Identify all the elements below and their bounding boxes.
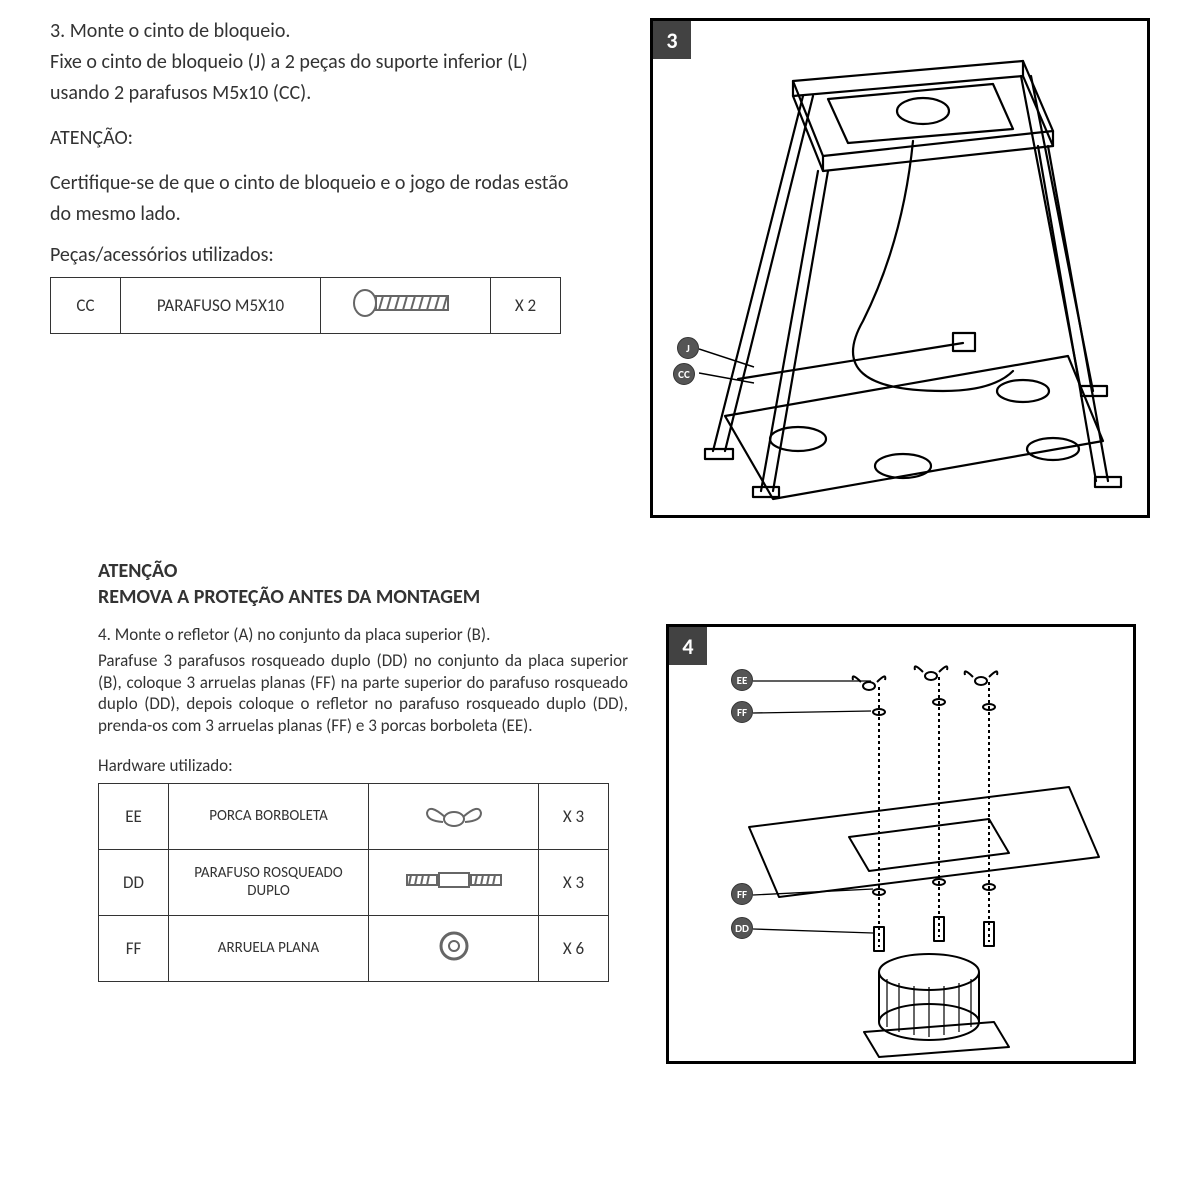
attention-text-2: do mesmo lado.	[50, 201, 620, 228]
figure-3: 3	[650, 18, 1150, 518]
table-row: EE PORCA BORBOLETA X 3	[99, 783, 609, 849]
wingnut-icon	[419, 799, 489, 829]
part-code: DD	[99, 849, 169, 915]
callout-j: J	[677, 337, 699, 359]
step-3-line-1: Fixe o cinto de bloqueio (J) a 2 peças d…	[50, 49, 620, 76]
reflector-diagram-icon	[669, 627, 1133, 1061]
step-4-figure-col: 4	[666, 624, 1136, 1064]
step-4-body: Parafuse 3 parafusos rosqueado duplo (DD…	[98, 650, 628, 737]
part-qty: X 6	[539, 915, 609, 981]
step-3-title: 3. Monte o cinto de bloqueio.	[50, 18, 620, 45]
part-image	[321, 278, 491, 334]
callout-leaders-icon	[699, 339, 769, 389]
parts-label: Peças/acessórios utilizados:	[50, 242, 620, 269]
warning-line-2: REMOVA A PROTEÇÃO ANTES DA MONTAGEM	[98, 584, 1150, 610]
step-4-text: 4. Monte o refletor (A) no conjunto da p…	[98, 624, 628, 1064]
figure-4: 4	[666, 624, 1136, 1064]
part-code: EE	[99, 783, 169, 849]
warning-line-1: ATENÇÃO	[98, 558, 1150, 584]
table-row: DD PARAFUSO ROSQUEADO DUPLO	[99, 849, 609, 915]
screw-icon	[351, 288, 461, 318]
table-row: FF ARRUELA PLANA X 6	[99, 915, 609, 981]
attention-text-1: Certifique-se de que o cinto de bloqueio…	[50, 170, 620, 197]
part-qty: X 3	[539, 849, 609, 915]
figure-number-badge: 3	[653, 21, 691, 59]
step-4-section: ATENÇÃO REMOVA A PROTEÇÃO ANTES DA MONTA…	[50, 558, 1150, 1064]
part-image	[369, 915, 539, 981]
callout-cc: CC	[673, 363, 695, 385]
washer-icon	[437, 929, 471, 963]
step-3-text: 3. Monte o cinto de bloqueio. Fixe o cin…	[50, 18, 620, 518]
part-name: PORCA BORBOLETA	[169, 783, 369, 849]
step-4-parts-table: EE PORCA BORBOLETA X 3	[98, 783, 609, 982]
step-3-block: 3. Monte o cinto de bloqueio. Fixe o cin…	[50, 18, 1150, 518]
callout-ff-bottom: FF	[731, 883, 753, 905]
part-name: PARAFUSO ROSQUEADO DUPLO	[169, 849, 369, 915]
stand-diagram-icon	[653, 21, 1147, 515]
callout-dd: DD	[731, 917, 753, 939]
part-image	[369, 783, 539, 849]
hardware-label: Hardware utilizado:	[98, 755, 628, 777]
part-code: CC	[51, 278, 121, 334]
part-code: FF	[99, 915, 169, 981]
part-name: ARRUELA PLANA	[169, 915, 369, 981]
callout-leaders-icon	[753, 671, 893, 951]
doublescrew-icon	[399, 867, 509, 893]
step-3-figure-col: 3	[650, 18, 1150, 518]
part-qty: X 3	[539, 783, 609, 849]
table-row: CC PARAFUSO M5X10	[51, 278, 561, 334]
figure-number-badge: 4	[669, 627, 707, 665]
step-3-line-2: usando 2 parafusos M5x10 (CC).	[50, 80, 620, 107]
part-image	[369, 849, 539, 915]
part-name: PARAFUSO M5X10	[121, 278, 321, 334]
part-qty: X 2	[491, 278, 561, 334]
step-4-title: 4. Monte o refletor (A) no conjunto da p…	[98, 624, 628, 646]
callout-ff-top: FF	[731, 701, 753, 723]
attention-label: ATENÇÃO:	[50, 125, 620, 152]
callout-ee: EE	[731, 669, 753, 691]
step-3-parts-table: CC PARAFUSO M5X10	[50, 277, 561, 334]
